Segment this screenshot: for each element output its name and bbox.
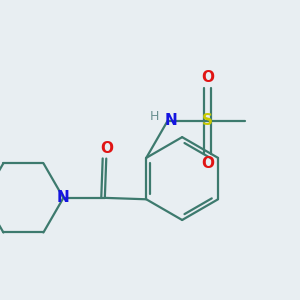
Text: O: O — [201, 156, 214, 171]
Text: O: O — [201, 70, 214, 86]
Text: S: S — [202, 113, 213, 128]
Text: N: N — [164, 113, 177, 128]
Text: H: H — [149, 110, 159, 123]
Text: O: O — [100, 141, 113, 156]
Text: N: N — [57, 190, 70, 206]
